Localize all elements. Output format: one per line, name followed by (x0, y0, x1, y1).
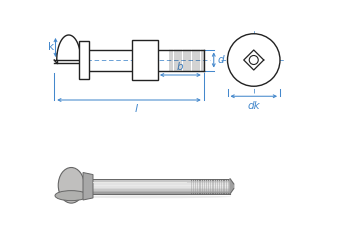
Text: dk: dk (247, 101, 260, 111)
Text: d: d (218, 55, 224, 65)
Bar (93, 185, 230, 186)
Ellipse shape (58, 168, 84, 203)
Circle shape (249, 56, 258, 64)
FancyBboxPatch shape (132, 40, 158, 80)
Bar (50, 121, 300, 250)
Circle shape (228, 34, 280, 86)
Ellipse shape (55, 190, 88, 200)
Polygon shape (230, 179, 234, 194)
Bar (93, 183, 230, 185)
Polygon shape (83, 172, 93, 200)
Text: l: l (135, 104, 138, 115)
Text: b: b (177, 62, 184, 72)
Bar (93, 182, 230, 183)
Bar (93, 180, 230, 182)
Bar (93, 192, 230, 194)
Bar (93, 179, 230, 180)
Text: k: k (48, 42, 55, 52)
Bar (93, 189, 230, 191)
Bar (93, 188, 230, 189)
Bar (93, 186, 230, 188)
FancyBboxPatch shape (79, 41, 89, 79)
Ellipse shape (69, 195, 231, 198)
Bar (93, 191, 230, 192)
